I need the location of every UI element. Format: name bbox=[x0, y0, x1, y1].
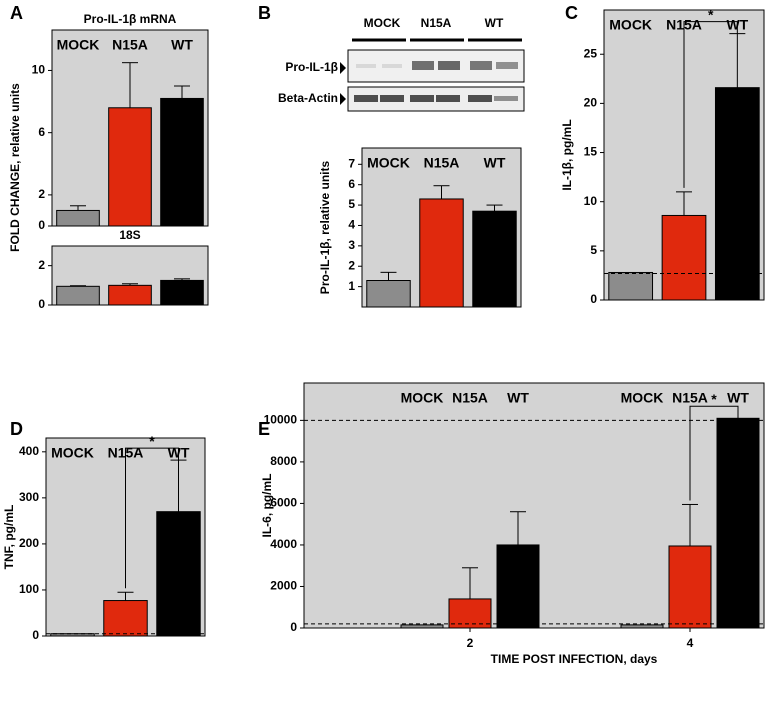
bar bbox=[366, 280, 411, 308]
y-axis-label: FOLD CHANGE, relative units bbox=[8, 83, 22, 252]
chart-title: Pro-IL-1β mRNA bbox=[84, 12, 177, 26]
y-axis-label: TNF, pg/mL bbox=[2, 505, 16, 570]
blot-strip bbox=[347, 49, 525, 83]
legend-label: WT bbox=[507, 390, 529, 406]
legend-label: N15A bbox=[424, 155, 460, 171]
bar bbox=[160, 279, 204, 306]
bar bbox=[661, 214, 707, 301]
legend-label: MOCK bbox=[401, 390, 444, 406]
x-tick-label: 4 bbox=[687, 636, 694, 650]
lane-label: N15A bbox=[421, 16, 452, 30]
x-axis-label: TIME POST INFECTION, days bbox=[491, 652, 658, 666]
legend-label: MOCK bbox=[367, 155, 410, 171]
bar bbox=[50, 633, 95, 637]
bar bbox=[103, 600, 148, 637]
legend-label: N15A bbox=[672, 390, 708, 406]
y-tick-label: 6000 bbox=[270, 496, 297, 510]
row-label: Beta-Actin bbox=[278, 91, 338, 105]
legend-label: MOCK bbox=[609, 17, 652, 33]
blot-bands bbox=[354, 61, 518, 102]
legend-label: MOCK bbox=[621, 390, 664, 406]
y-tick-label: 0 bbox=[290, 620, 297, 634]
bar bbox=[108, 284, 152, 306]
legend-label: WT bbox=[171, 37, 193, 53]
y-tick-label: 2 bbox=[38, 187, 45, 201]
legend-label: MOCK bbox=[51, 445, 94, 461]
row-arrow bbox=[340, 62, 346, 74]
panel-label: B bbox=[258, 3, 271, 23]
y-tick-label: 8000 bbox=[270, 454, 297, 468]
panel-label: A bbox=[10, 3, 23, 23]
bar bbox=[56, 209, 100, 227]
y-tick-label: 200 bbox=[19, 536, 39, 550]
bar bbox=[608, 271, 654, 301]
significance-label: * bbox=[149, 433, 155, 449]
bar bbox=[160, 97, 204, 227]
y-tick-label: 7 bbox=[348, 156, 355, 170]
y-tick-label: 4 bbox=[348, 218, 355, 232]
y-tick-label: 0 bbox=[590, 292, 597, 306]
bar bbox=[400, 624, 444, 629]
bar bbox=[448, 598, 492, 629]
y-tick-label: 1 bbox=[348, 279, 355, 293]
y-tick-label: 10 bbox=[32, 63, 46, 77]
y-tick-label: 2 bbox=[38, 258, 45, 272]
legend-label: N15A bbox=[112, 37, 148, 53]
row-arrow bbox=[340, 93, 346, 105]
y-tick-label: 400 bbox=[19, 444, 39, 458]
panel-label: E bbox=[258, 419, 270, 439]
y-tick-label: 10000 bbox=[264, 413, 298, 427]
bar bbox=[496, 544, 540, 629]
bar bbox=[620, 624, 664, 629]
bar bbox=[668, 545, 712, 629]
lane-label: WT bbox=[485, 16, 504, 30]
y-tick-label: 3 bbox=[348, 238, 355, 252]
y-axis-label: Pro-IL-1β, relative units bbox=[318, 161, 332, 295]
y-tick-label: 6 bbox=[348, 177, 355, 191]
y-tick-label: 4000 bbox=[270, 537, 297, 551]
legend-label: MOCK bbox=[57, 37, 100, 53]
y-tick-label: 20 bbox=[584, 96, 598, 110]
y-tick-label: 15 bbox=[584, 145, 598, 159]
x-tick-label: 2 bbox=[467, 636, 474, 650]
bar bbox=[108, 107, 152, 227]
y-tick-label: 0 bbox=[38, 297, 45, 311]
significance-bracket bbox=[689, 405, 739, 501]
bar bbox=[156, 511, 201, 637]
legend-label: WT bbox=[484, 155, 506, 171]
legend-label: N15A bbox=[452, 390, 488, 406]
y-axis-label: IL-1β, pg/mL bbox=[560, 119, 574, 190]
y-tick-label: 2 bbox=[348, 258, 355, 272]
y-tick-label: 5 bbox=[590, 243, 597, 257]
y-tick-label: 2000 bbox=[270, 579, 297, 593]
lane-label: MOCK bbox=[364, 16, 401, 30]
y-tick-label: 300 bbox=[19, 490, 39, 504]
y-tick-label: 5 bbox=[348, 197, 355, 211]
y-tick-label: 10 bbox=[584, 194, 598, 208]
bar bbox=[56, 285, 100, 306]
legend-label: WT bbox=[727, 390, 749, 406]
bar bbox=[716, 417, 760, 629]
significance-bracket bbox=[125, 447, 179, 589]
bar bbox=[419, 198, 464, 308]
panel-label: C bbox=[565, 3, 578, 23]
chart-title: 18S bbox=[119, 228, 140, 242]
y-tick-label: 0 bbox=[38, 218, 45, 232]
western-blot: MOCK N15A WT Pro-IL-1β Beta-Actin bbox=[278, 16, 525, 112]
y-tick-label: 25 bbox=[584, 46, 598, 60]
bar bbox=[714, 87, 760, 301]
y-axis-label: IL-6, pg/mL bbox=[260, 474, 274, 538]
significance-label: * bbox=[708, 6, 714, 22]
y-tick-label: 0 bbox=[32, 628, 39, 642]
panel-label: D bbox=[10, 419, 23, 439]
significance-label: * bbox=[711, 391, 717, 407]
y-tick-label: 100 bbox=[19, 582, 39, 596]
bar bbox=[472, 210, 517, 308]
significance-bracket bbox=[683, 21, 738, 188]
y-tick-label: 6 bbox=[38, 125, 45, 139]
row-label: Pro-IL-1β bbox=[285, 60, 338, 74]
